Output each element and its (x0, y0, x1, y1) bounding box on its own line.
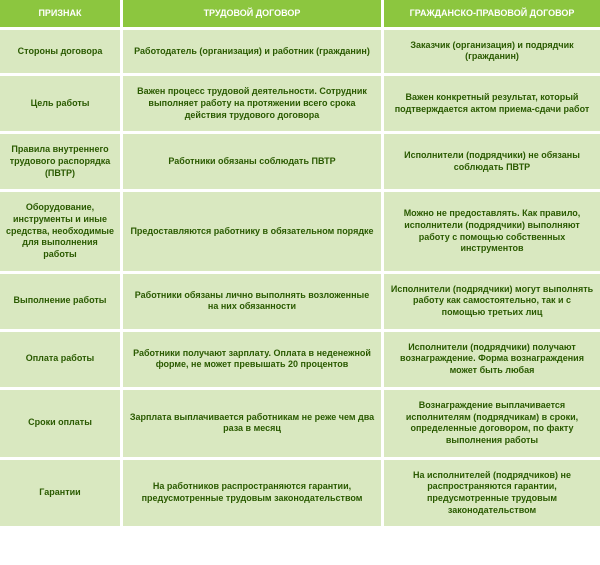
row4-col2: Работники обязаны лично выполнять возлож… (123, 274, 381, 329)
row2-col2: Работники обязаны соблюдать ПВТР (123, 134, 381, 189)
table-row: Цель работы Важен процесс трудовой деяте… (0, 76, 600, 131)
row0-col2: Работодатель (организация) и работник (г… (123, 30, 381, 73)
row5-col3: Исполнители (подрядчики) получают вознаг… (384, 332, 600, 387)
row5-col1: Оплата работы (0, 332, 120, 387)
row6-col2: Зарплата выплачивается работникам не реж… (123, 390, 381, 457)
row5-col2: Работники получают зарплату. Оплата в не… (123, 332, 381, 387)
row7-col2: На работников распространяются гарантии,… (123, 460, 381, 527)
row3-col1: Оборудование, инструменты и иные средств… (0, 192, 120, 270)
row1-col2: Важен процесс трудовой деятельности. Сот… (123, 76, 381, 131)
table-row: Гарантии На работников распространяются … (0, 460, 600, 527)
row2-col1: Правила внутреннего трудового распорядка… (0, 134, 120, 189)
row3-col3: Можно не предоставлять. Как правило, исп… (384, 192, 600, 270)
row1-col1: Цель работы (0, 76, 120, 131)
row7-col1: Гарантии (0, 460, 120, 527)
row6-col3: Вознаграждение выплачивается исполнителя… (384, 390, 600, 457)
header-col1: ПРИЗНАК (0, 0, 120, 27)
row2-col3: Исполнители (подрядчики) не обязаны собл… (384, 134, 600, 189)
row3-col2: Предоставляются работнику в обязательном… (123, 192, 381, 270)
header-col2: ТРУДОВОЙ ДОГОВОР (123, 0, 381, 27)
table-row: Правила внутреннего трудового распорядка… (0, 134, 600, 189)
table-row: Стороны договора Работодатель (организац… (0, 30, 600, 73)
table-row: Оборудование, инструменты и иные средств… (0, 192, 600, 270)
table-header-row: ПРИЗНАК ТРУДОВОЙ ДОГОВОР ГРАЖДАНСКО-ПРАВ… (0, 0, 600, 27)
row7-col3: На исполнителей (подрядчиков) не распрос… (384, 460, 600, 527)
table-row: Сроки оплаты Зарплата выплачивается рабо… (0, 390, 600, 457)
row0-col1: Стороны договора (0, 30, 120, 73)
header-col3: ГРАЖДАНСКО-ПРАВОВОЙ ДОГОВОР (384, 0, 600, 27)
table-row: Выполнение работы Работники обязаны личн… (0, 274, 600, 329)
row4-col3: Исполнители (подрядчики) могут выполнять… (384, 274, 600, 329)
row0-col3: Заказчик (организация) и подрядчик (граж… (384, 30, 600, 73)
row1-col3: Важен конкретный результат, который подт… (384, 76, 600, 131)
row4-col1: Выполнение работы (0, 274, 120, 329)
comparison-table: ПРИЗНАК ТРУДОВОЙ ДОГОВОР ГРАЖДАНСКО-ПРАВ… (0, 0, 600, 526)
table-row: Оплата работы Работники получают зарплат… (0, 332, 600, 387)
row6-col1: Сроки оплаты (0, 390, 120, 457)
